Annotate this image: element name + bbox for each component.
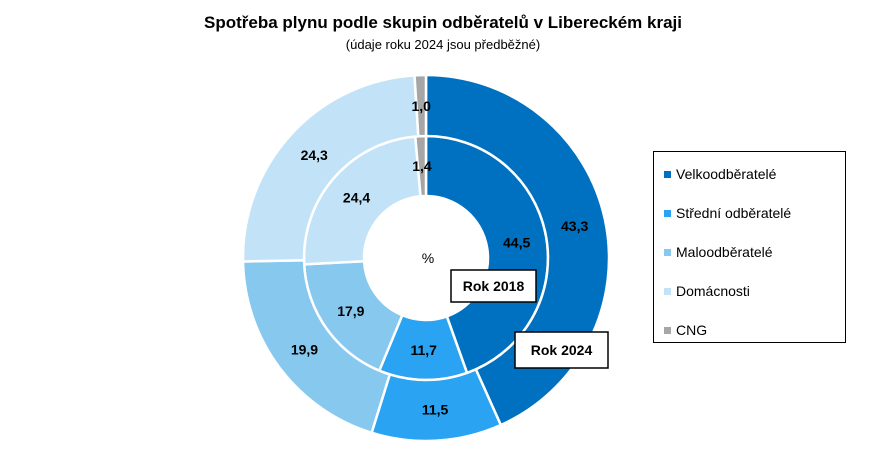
chart-subtitle: (údaje roku 2024 jsou předběžné) (345, 37, 541, 52)
ring-tag-rok-2024: Rok 2024 (514, 331, 609, 369)
value-label-inner-stredni-odberatele: 11,7 (410, 342, 437, 358)
legend-item-domacnosti: Domácnosti (664, 282, 750, 300)
legend-swatch (664, 326, 671, 334)
legend-swatch (664, 170, 671, 178)
legend-label: Velkoodběratelé (676, 166, 777, 182)
ring-tag-box (450, 269, 537, 303)
value-label-outer-domacnosti: 24,3 (301, 147, 328, 163)
legend-item-maloodberatele: Maloodběratelé (664, 243, 773, 261)
value-label-inner-maloodberatele: 17,9 (337, 303, 364, 319)
legend-label: CNG (676, 322, 708, 338)
value-label-inner-cng: 1,4 (412, 158, 432, 174)
slice-outer-cng (413, 73, 428, 138)
ring-tag-rok-2018: Rok 2018 (450, 269, 537, 303)
ring-tag-box (514, 331, 609, 369)
value-label-outer-stredni-odberatele: 11,5 (422, 402, 449, 418)
value-label-inner-velkoodberatele: 44,5 (503, 234, 530, 250)
value-label-outer-cng: 1,0 (411, 98, 431, 114)
chart-title: Spotřeba plynu podle skupin odběratelů v… (203, 13, 682, 32)
value-label-inner-domacnosti: 24,4 (343, 190, 370, 206)
legend-label: Domácnosti (676, 283, 750, 299)
legend-swatch (664, 248, 671, 256)
legend-swatch (664, 287, 671, 295)
legend-item-cng: CNG (664, 321, 707, 339)
ring-tag-text: Rok 2018 (463, 278, 525, 294)
value-label-outer-velkoodberatele: 43,3 (561, 218, 588, 234)
legend-label: Maloodběratelé (676, 244, 773, 260)
legend-swatch (664, 209, 671, 217)
chart-legend: Velkoodběratelé Střední odběratelé Maloodb… (653, 151, 846, 343)
center-unit-label: % (422, 250, 434, 266)
legend-item-stredni-odberatele: Střední odběratelé (664, 204, 791, 222)
legend-label: Střední odběratelé (676, 205, 792, 221)
value-label-outer-maloodberatele: 19,9 (291, 341, 318, 357)
legend-item-velkoodberatele: Velkoodběratelé (664, 165, 776, 183)
ring-tag-text: Rok 2024 (531, 342, 593, 358)
